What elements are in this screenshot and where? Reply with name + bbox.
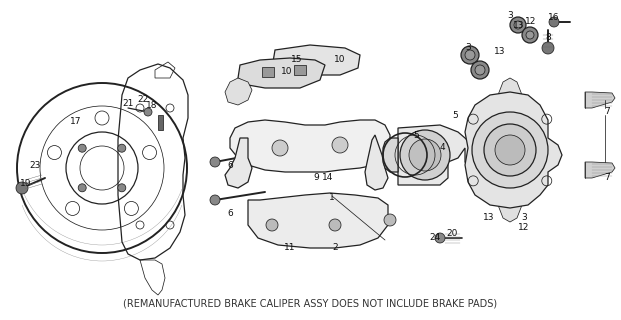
Circle shape — [210, 157, 220, 167]
Text: 3: 3 — [521, 213, 527, 222]
Text: 18: 18 — [147, 101, 158, 110]
Text: 22: 22 — [137, 95, 148, 105]
Polygon shape — [365, 135, 388, 190]
Circle shape — [495, 135, 525, 165]
Polygon shape — [225, 138, 252, 188]
Text: 10: 10 — [334, 55, 346, 65]
Circle shape — [118, 184, 126, 192]
Circle shape — [465, 50, 475, 60]
Text: 12: 12 — [525, 18, 537, 27]
Circle shape — [266, 219, 278, 231]
Circle shape — [526, 31, 534, 39]
Circle shape — [400, 130, 450, 180]
Text: 10: 10 — [281, 68, 292, 76]
Text: 7: 7 — [604, 173, 610, 182]
Polygon shape — [158, 115, 163, 130]
Text: 7: 7 — [604, 108, 610, 116]
Text: 1: 1 — [329, 194, 335, 203]
Text: 6: 6 — [227, 210, 233, 219]
Text: 3: 3 — [507, 12, 513, 20]
Text: 15: 15 — [291, 55, 303, 65]
Circle shape — [475, 65, 485, 75]
Text: 5: 5 — [413, 132, 419, 140]
Bar — [262, 67, 274, 77]
Text: 5: 5 — [452, 111, 458, 121]
Circle shape — [332, 137, 348, 153]
Text: 8: 8 — [545, 34, 551, 43]
Polygon shape — [383, 138, 398, 172]
Text: 12: 12 — [519, 223, 530, 233]
Circle shape — [409, 139, 441, 171]
Circle shape — [329, 219, 341, 231]
Circle shape — [272, 140, 288, 156]
Circle shape — [510, 17, 526, 33]
Polygon shape — [465, 92, 562, 208]
Text: 3: 3 — [465, 44, 471, 52]
Bar — [294, 65, 306, 75]
Text: 13: 13 — [513, 21, 525, 30]
Text: 21: 21 — [122, 100, 134, 108]
Text: 6: 6 — [227, 162, 233, 171]
Circle shape — [144, 108, 152, 116]
Polygon shape — [585, 92, 615, 108]
Circle shape — [16, 182, 28, 194]
Text: 2: 2 — [332, 244, 338, 252]
Text: 4: 4 — [439, 143, 445, 153]
Text: (REMANUFACTURED BRAKE CALIPER ASSY DOES NOT INCLUDE BRAKE PADS): (REMANUFACTURED BRAKE CALIPER ASSY DOES … — [124, 298, 497, 308]
Circle shape — [471, 61, 489, 79]
Polygon shape — [230, 120, 390, 172]
Polygon shape — [498, 205, 522, 222]
Text: 24: 24 — [429, 234, 441, 243]
Polygon shape — [273, 45, 360, 75]
Circle shape — [210, 195, 220, 205]
Polygon shape — [585, 162, 615, 178]
Circle shape — [78, 144, 86, 152]
Text: 9: 9 — [313, 173, 319, 182]
Text: 14: 14 — [322, 173, 333, 182]
Text: 16: 16 — [548, 13, 560, 22]
Text: 17: 17 — [70, 117, 82, 126]
Circle shape — [484, 124, 536, 176]
Polygon shape — [225, 78, 252, 105]
Polygon shape — [248, 193, 388, 248]
Text: 13: 13 — [494, 47, 505, 57]
Circle shape — [78, 184, 86, 192]
Text: 19: 19 — [20, 180, 32, 188]
Circle shape — [472, 112, 548, 188]
Circle shape — [522, 27, 538, 43]
Circle shape — [549, 17, 559, 27]
Circle shape — [435, 233, 445, 243]
Text: 13: 13 — [483, 213, 495, 222]
Circle shape — [461, 46, 479, 64]
Circle shape — [118, 144, 126, 152]
Circle shape — [514, 21, 522, 29]
Polygon shape — [398, 125, 472, 185]
Circle shape — [542, 42, 554, 54]
Text: 20: 20 — [446, 229, 458, 238]
Text: 23: 23 — [29, 162, 41, 171]
Circle shape — [384, 214, 396, 226]
Polygon shape — [238, 58, 325, 88]
Text: 11: 11 — [284, 244, 296, 252]
Polygon shape — [498, 78, 522, 95]
